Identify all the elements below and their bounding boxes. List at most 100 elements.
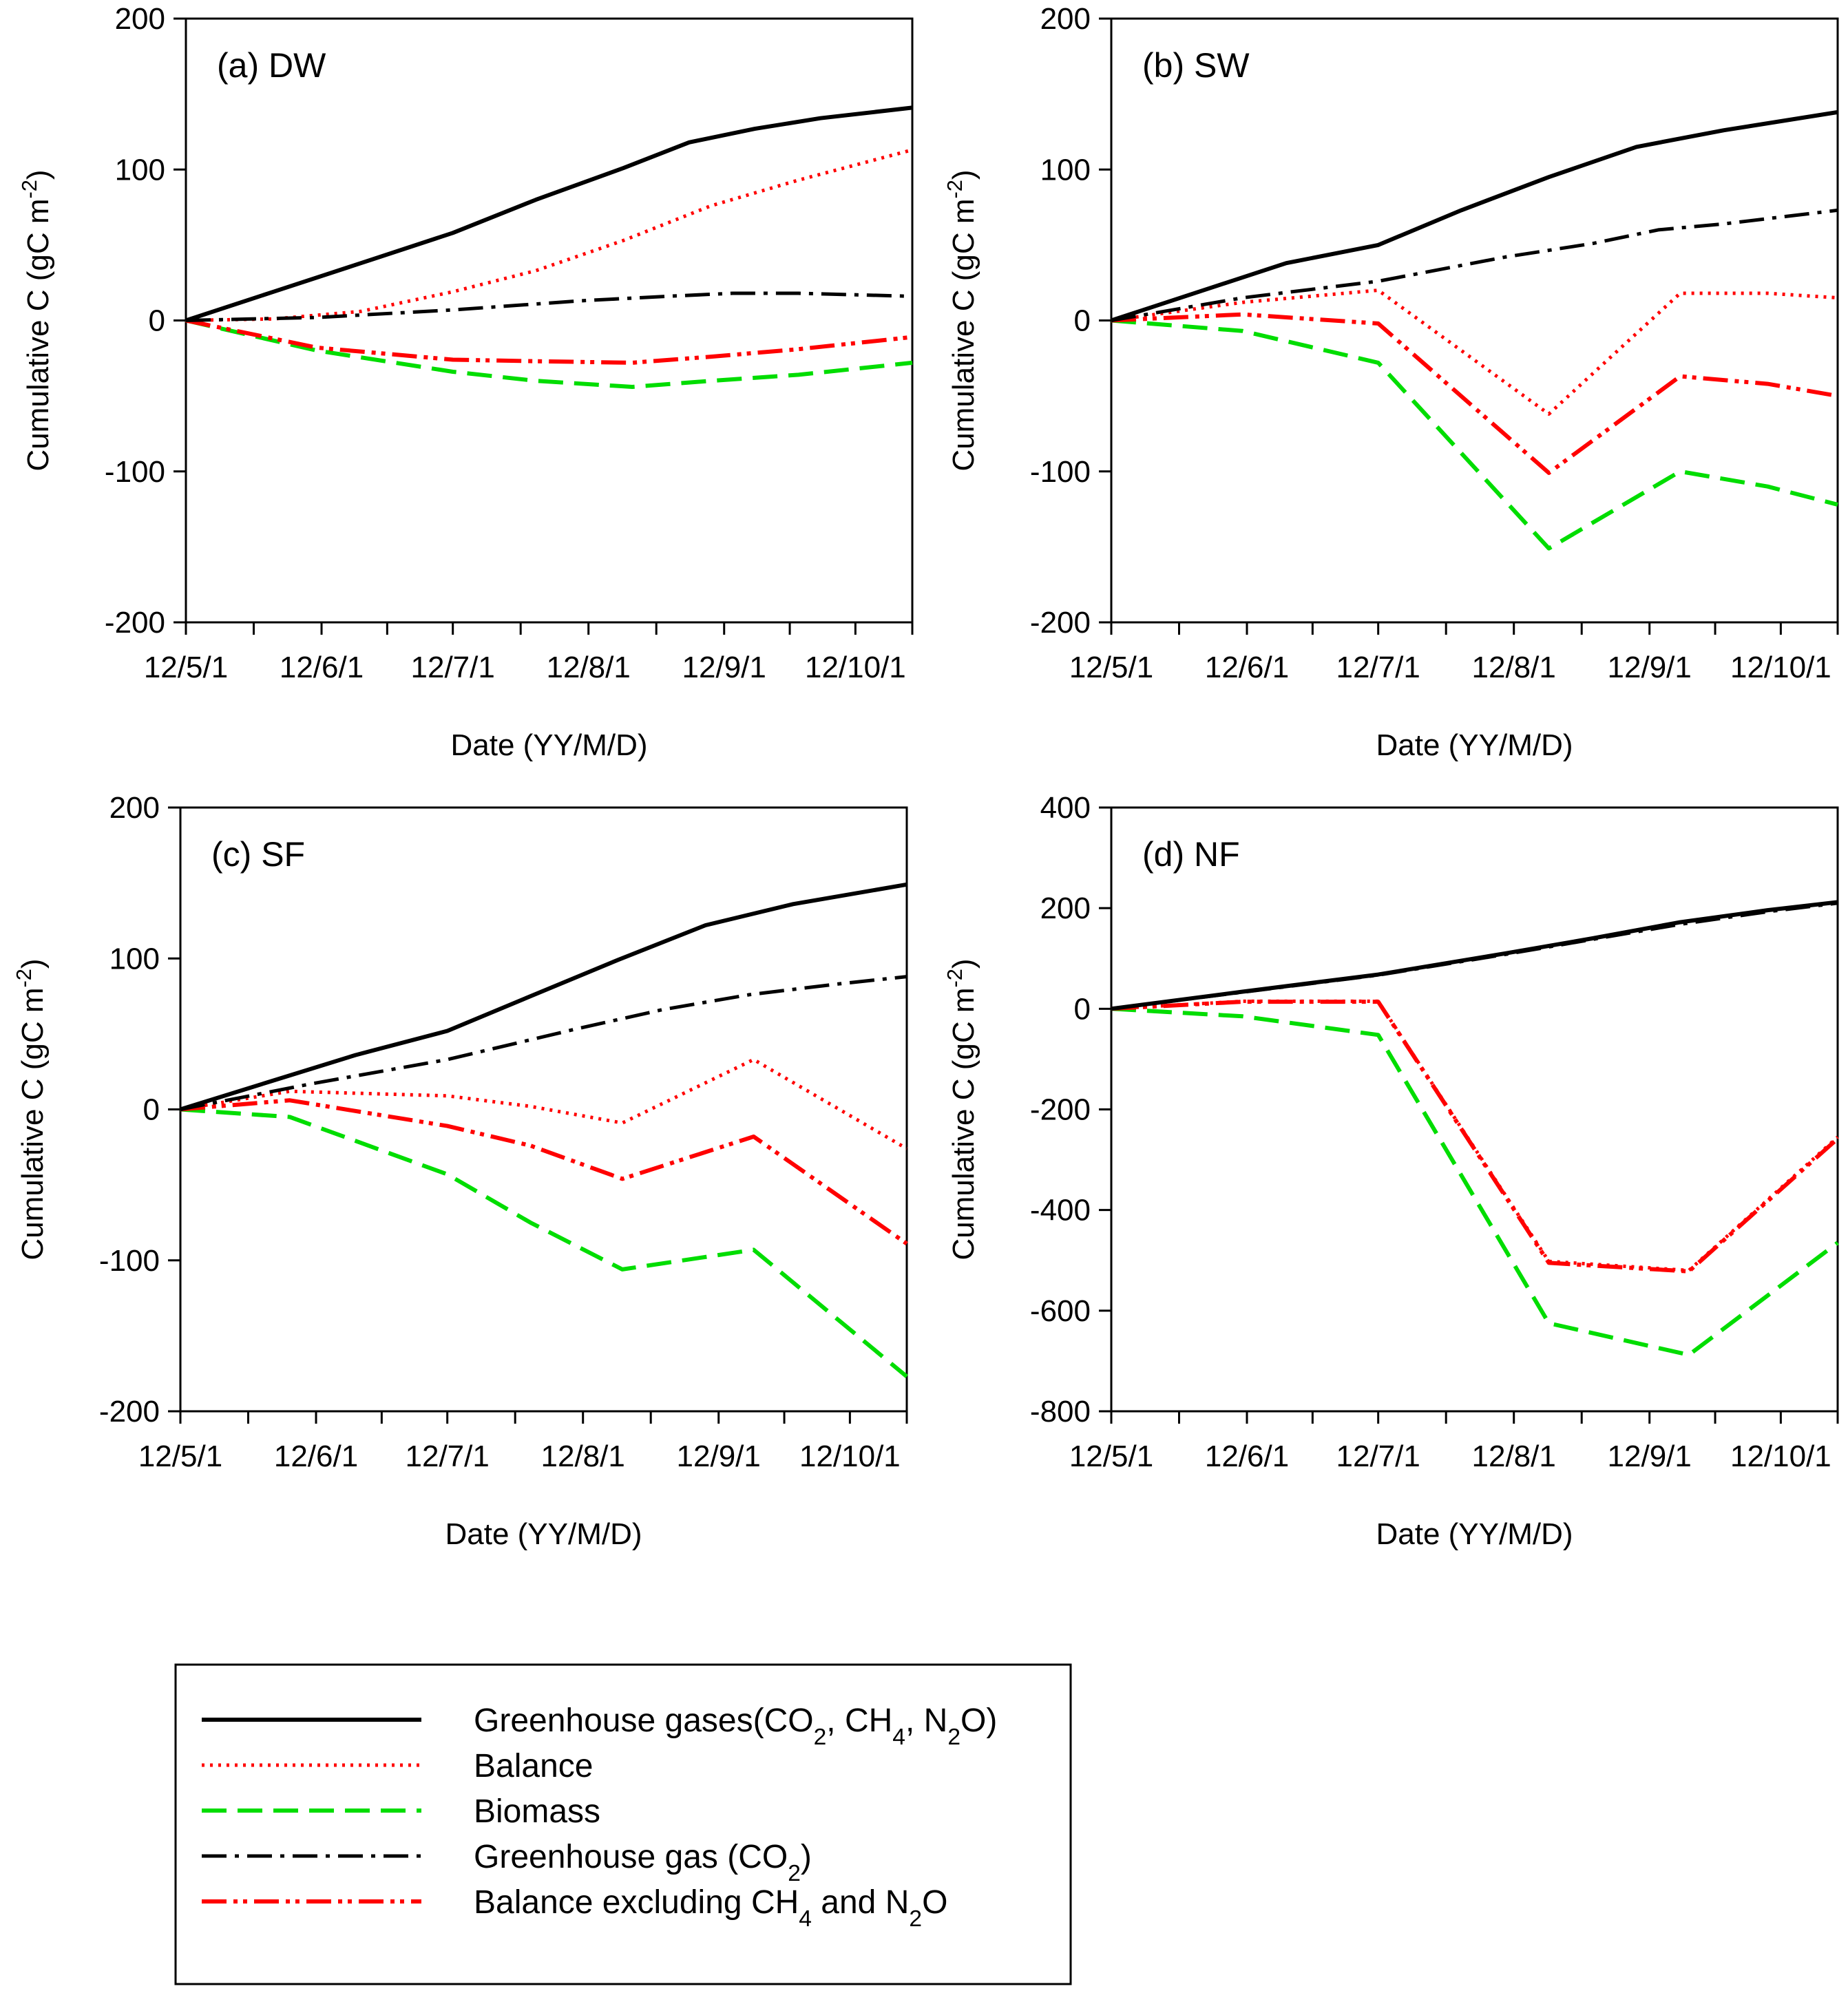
- series-line-ghg_total: [185, 105, 913, 323]
- y-axis-title-part: Cumulative C (gC m: [21, 198, 55, 471]
- series-line-ghg_total: [1111, 109, 1838, 323]
- series-line-biomass: [1111, 318, 1838, 551]
- y-tick-label: 200: [115, 2, 165, 36]
- legend-label-ghg_co2-part: Greenhouse gas (CO: [474, 1839, 788, 1875]
- series-line-biomass: [185, 318, 913, 389]
- y-tick-label: -400: [1030, 1194, 1091, 1227]
- y-axis-title-part: ): [16, 958, 50, 969]
- series-line-biomass: [180, 1107, 908, 1378]
- y-axis-title-part: ): [947, 169, 980, 180]
- y-tick-label: 100: [115, 153, 165, 187]
- legend-label-balance_excl-part: Balance excluding CH: [474, 1884, 799, 1921]
- legend-label-balance: Balance: [474, 1748, 593, 1784]
- series-line-ghg_co2: [180, 975, 907, 1111]
- legend-label-ghg_total-part: O): [960, 1702, 997, 1739]
- plot-frame: [1110, 17, 1839, 624]
- y-tick-label: 400: [1040, 791, 1091, 825]
- y-tick-label: 0: [1074, 304, 1091, 338]
- series-line-balance: [1111, 288, 1838, 416]
- y-axis-title-part: ): [947, 958, 980, 969]
- x-tick-label: 12/8/1: [1472, 651, 1556, 684]
- x-tick-label: 12/7/1: [1336, 651, 1420, 684]
- series-line-ghg_total: [180, 882, 907, 1112]
- legend-label-ghg_co2: Greenhouse gas (CO2): [474, 1839, 812, 1886]
- series-line-ghg_co2: [185, 291, 913, 322]
- y-tick-label: -100: [99, 1244, 160, 1278]
- x-tick-label: 12/9/1: [682, 651, 766, 684]
- series-line-ghg_total: [1111, 900, 1838, 1011]
- y-axis-title: Cumulative C (gC m-2): [12, 958, 50, 1260]
- legend-label-biomass: Biomass: [474, 1793, 600, 1830]
- x-axis-title: Date (YY/M/D): [445, 1517, 642, 1551]
- x-tick-label: 12/9/1: [1608, 1440, 1692, 1473]
- series-line-balance: [185, 148, 913, 322]
- legend-label-balance_excl-part: O: [922, 1884, 947, 1921]
- y-axis-title: Cumulative C (gC m-2): [943, 169, 981, 471]
- y-tick-label: -100: [1030, 455, 1091, 489]
- y-tick-label: -100: [105, 455, 165, 489]
- x-axis-title: Date (YY/M/D): [1376, 1517, 1573, 1551]
- y-tick-label: 100: [1040, 153, 1091, 187]
- x-tick-label: 12/9/1: [677, 1440, 761, 1473]
- plot-frame: [1110, 806, 1839, 1413]
- y-tick-label: 0: [1074, 992, 1091, 1026]
- legend-label-biomass-part: Biomass: [474, 1793, 600, 1830]
- legend-label-ghg_total-part: Greenhouse gases(CO: [474, 1702, 814, 1739]
- legend-label-ghg_co2-part: ): [801, 1839, 812, 1875]
- x-tick-label: 12/8/1: [547, 651, 631, 684]
- series-line-ghg_co2: [1111, 208, 1838, 322]
- legend-label-ghg_total-part: , N: [905, 1702, 947, 1739]
- series-line-biomass: [1111, 1006, 1839, 1358]
- x-tick-label: 12/5/1: [138, 1440, 222, 1473]
- x-tick-label: 12/8/1: [1472, 1440, 1556, 1473]
- series-line-balance: [180, 1057, 908, 1150]
- series-line-balance: [1111, 999, 1839, 1272]
- y-axis-title: Cumulative C (gC m-2): [943, 958, 981, 1260]
- plot-frame: [185, 17, 914, 624]
- panel-2: -200 -100 0 100 200 12/5/1 12/6/1 12/7/1 12/8/1 1…: [12, 791, 908, 1551]
- y-tick-label: -600: [1030, 1294, 1091, 1328]
- y-tick-label: 200: [1040, 892, 1091, 925]
- legend-label-ghg_total-part: 2: [814, 1725, 827, 1750]
- y-tick-label: 100: [109, 942, 160, 976]
- y-axis-title-part: ): [21, 169, 55, 180]
- x-tick-label: 12/6/1: [280, 651, 364, 684]
- series-line-balance_excl: [180, 1098, 908, 1246]
- y-axis-title-part: -2: [12, 969, 36, 987]
- y-tick-label: 200: [1040, 2, 1091, 36]
- panel-1: -200 -100 0 100 200 12/5/1 12/6/1 12/7/1 12/8/1 1…: [943, 2, 1839, 762]
- x-tick-label: 12/9/1: [1608, 651, 1692, 684]
- x-tick-label: 12/5/1: [1069, 1440, 1153, 1473]
- panel-3: -800 -600 -400 -200 0 200 400 12/5/1 12/6/1 12/7/…: [943, 791, 1839, 1551]
- legend-label-balance_excl-part: 2: [909, 1906, 922, 1932]
- x-tick-label: 12/10/1: [1730, 1440, 1831, 1473]
- legend-label-balance_excl: Balance excluding CH4 and N2O: [474, 1884, 947, 1932]
- y-tick-label: 200: [109, 791, 160, 825]
- legend-label-balance-part: Balance: [474, 1748, 593, 1784]
- y-axis-title-part: Cumulative C (gC m: [947, 987, 980, 1260]
- y-tick-label: -200: [1030, 606, 1091, 640]
- y-axis-title-part: -2: [943, 969, 967, 987]
- x-tick-label: 12/10/1: [805, 651, 906, 684]
- y-axis-title-part: -2: [943, 180, 967, 198]
- x-tick-label: 12/7/1: [411, 651, 495, 684]
- y-tick-label: 0: [149, 304, 165, 338]
- panel-title: (d) NF: [1142, 835, 1240, 874]
- series-line-balance_excl: [185, 318, 913, 365]
- x-axis-title: Date (YY/M/D): [1376, 728, 1573, 762]
- x-tick-label: 12/10/1: [1730, 651, 1831, 684]
- legend-label-balance_excl-part: and N: [812, 1884, 909, 1921]
- series-line-balance_excl: [1111, 1000, 1839, 1274]
- legend-label-ghg_total-part: 4: [892, 1725, 905, 1750]
- legend-label-ghg_total-part: 2: [947, 1725, 960, 1750]
- x-tick-label: 12/5/1: [144, 651, 228, 684]
- x-axis-title: Date (YY/M/D): [450, 728, 647, 762]
- y-tick-label: -200: [105, 606, 165, 640]
- x-tick-label: 12/6/1: [1205, 651, 1289, 684]
- x-tick-label: 12/10/1: [799, 1440, 901, 1473]
- legend-label-ghg_total-part: , CH: [826, 1702, 892, 1739]
- panel-title: (a) DW: [217, 46, 326, 85]
- x-tick-label: 12/5/1: [1069, 651, 1153, 684]
- y-axis-title-part: Cumulative C (gC m: [16, 987, 50, 1260]
